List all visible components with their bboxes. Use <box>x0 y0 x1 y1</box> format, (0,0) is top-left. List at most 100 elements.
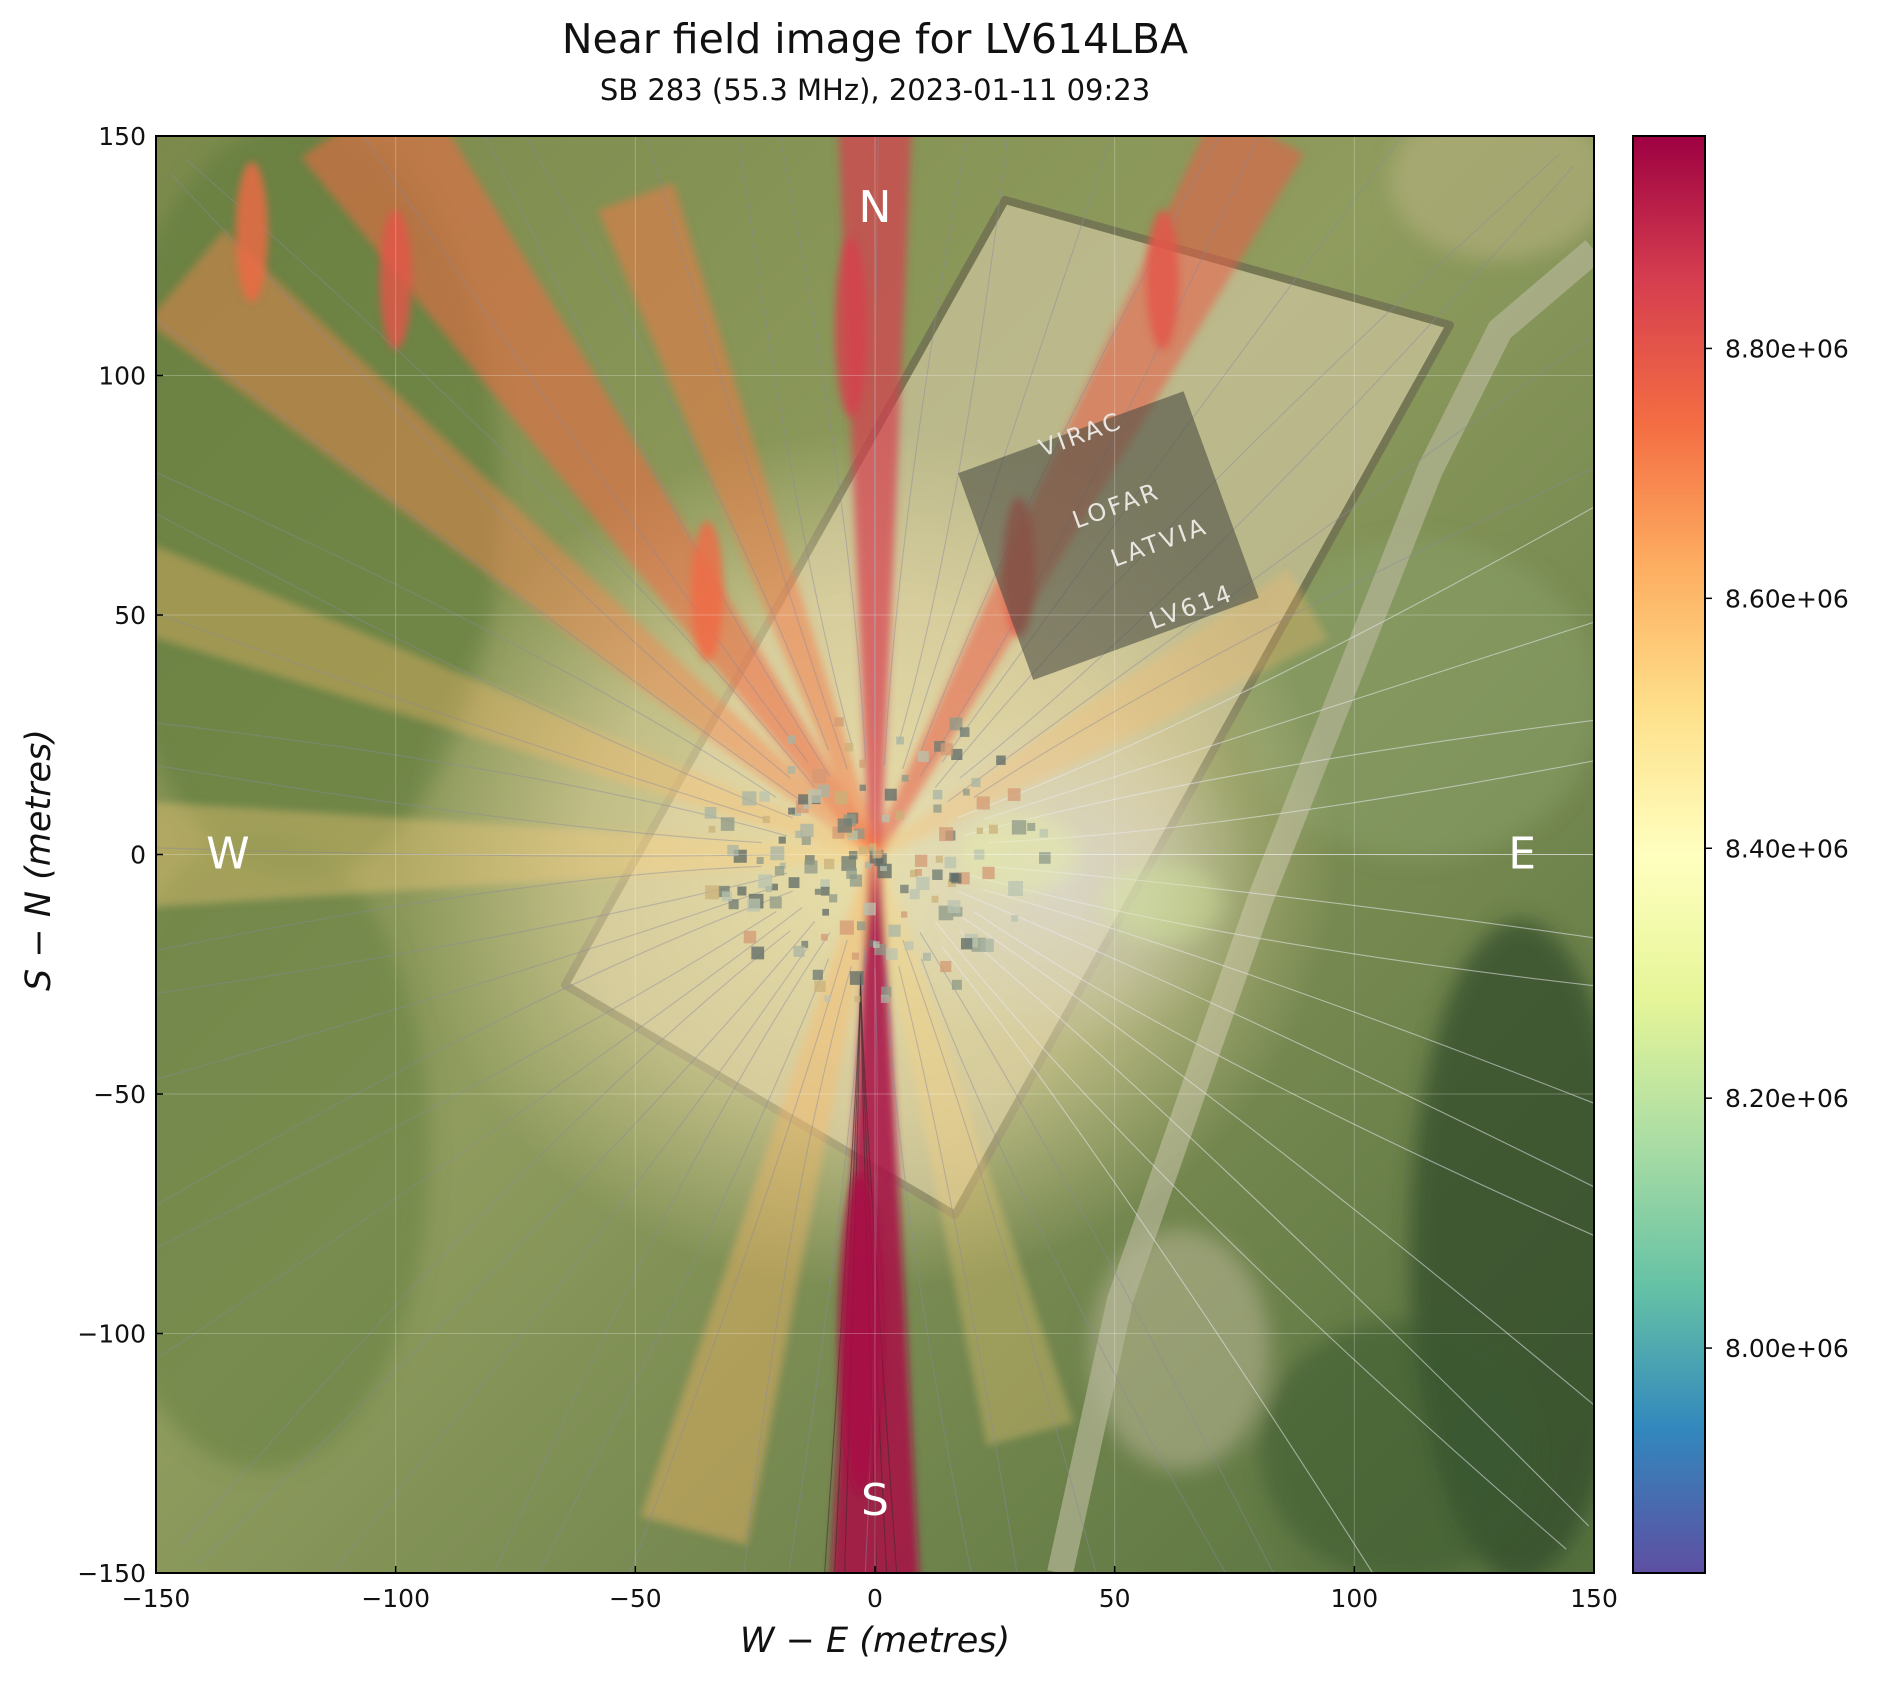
speckle-34 <box>779 862 786 869</box>
chart-subtitle: SB 283 (55.3 MHz), 2023-01-11 09:23 <box>600 73 1150 107</box>
speckle-37 <box>1011 915 1019 922</box>
speckle-36 <box>844 742 854 752</box>
contour-line-4 <box>957 506 1594 819</box>
speckle-112 <box>880 994 890 1003</box>
speckle-63 <box>996 755 1006 765</box>
speckle-143 <box>742 791 757 806</box>
speckle-38 <box>901 911 908 918</box>
contour-line-36 <box>156 906 803 1360</box>
y-tick-label-4: 50 <box>114 601 146 630</box>
speckle-41 <box>812 768 827 784</box>
speckle-30 <box>848 850 858 860</box>
x-axis: −150 −100 −50 0 50 100 150 <box>122 1566 1618 1613</box>
speckle-29 <box>720 817 735 831</box>
contour-line-34 <box>156 890 793 1206</box>
ground-text-panel <box>958 391 1259 681</box>
speckle-3 <box>854 828 865 839</box>
contour-line-37 <box>179 930 791 1546</box>
speckle-106 <box>839 920 854 935</box>
contour-line-55 <box>973 911 1594 1237</box>
heat-band-3 <box>301 136 880 858</box>
speckle-139 <box>837 818 852 833</box>
y-tick-label-0: −150 <box>77 1559 146 1588</box>
speckle-103 <box>765 885 772 893</box>
speckle-113 <box>807 789 822 803</box>
speckle-79 <box>874 943 886 956</box>
contour-line-51 <box>941 946 1374 1573</box>
compass-label-s: S <box>861 1475 889 1526</box>
speckle-13 <box>909 889 920 900</box>
contour-line-19 <box>525 136 830 751</box>
speckle-67 <box>976 796 990 810</box>
contour-line-2 <box>962 719 1594 837</box>
speckle-138 <box>959 727 970 737</box>
speckle-56 <box>805 855 815 865</box>
contour-line-13 <box>898 136 1009 744</box>
contour-line-56 <box>957 890 1594 1188</box>
colorbar-tick-label-1: 8.20e+06 <box>1725 1084 1849 1113</box>
contour-line-14 <box>883 136 968 766</box>
heat-band-8 <box>869 852 1074 1446</box>
speckle-70 <box>762 815 770 824</box>
x-tick-label-0: −150 <box>122 1584 191 1613</box>
speckle-8 <box>951 979 962 990</box>
contour-line-5 <box>973 467 1594 798</box>
speckle-120 <box>939 827 954 842</box>
x-axis-label: W − E (metres) <box>740 1621 1010 1661</box>
contour-line-22 <box>184 158 816 788</box>
speckle-68 <box>851 952 860 960</box>
speckle-140 <box>873 941 880 948</box>
speckle-85 <box>951 748 963 761</box>
grid-lines <box>156 136 1594 1573</box>
contour-line-31 <box>156 865 762 952</box>
contour-line-38 <box>197 921 816 1564</box>
colorbar <box>1632 135 1706 1574</box>
compass-label-e: E <box>1508 829 1536 880</box>
contour-line-53 <box>959 930 1590 1527</box>
speckle-136 <box>915 869 922 876</box>
contour-line-48 <box>902 939 1097 1573</box>
speckle-51 <box>976 827 983 834</box>
speckle-110 <box>846 868 857 879</box>
speckle-123 <box>1027 822 1036 831</box>
speckle-47 <box>770 846 785 861</box>
contour-line-15 <box>873 136 879 741</box>
contour-line-27 <box>156 612 767 820</box>
contour-line-54 <box>947 906 1594 1406</box>
speckle-93 <box>931 895 939 903</box>
speckle-42 <box>705 885 720 900</box>
speckle-71 <box>934 740 945 752</box>
contour-line-35 <box>156 911 777 1249</box>
contour-line-6 <box>947 334 1594 803</box>
speckle-78 <box>824 858 835 870</box>
contour-line-16 <box>779 136 867 766</box>
speckle-137 <box>821 933 828 941</box>
heat-band-7 <box>640 852 881 1545</box>
speckle-26 <box>914 854 928 867</box>
y-tick-label-5: 100 <box>98 362 146 391</box>
colorbar-tick-label-0: 8.00e+06 <box>1725 1334 1849 1363</box>
speckle-59 <box>820 879 830 889</box>
heat-band-5 <box>597 183 881 857</box>
speckle-1 <box>771 883 778 891</box>
speckle-23 <box>788 807 795 815</box>
colorbar-tick-label-2: 8.40e+06 <box>1725 834 1849 863</box>
speckle-119 <box>982 866 995 880</box>
speckle-81 <box>974 849 985 860</box>
y-tick-label-6: 150 <box>98 122 146 151</box>
contour-line-57 <box>983 889 1594 1104</box>
speckle-133 <box>829 894 838 903</box>
contour-line-52 <box>934 921 1567 1550</box>
speckle-72 <box>803 802 811 809</box>
speckle-124 <box>834 791 848 805</box>
speckle-65 <box>960 938 973 950</box>
speckle-97 <box>798 794 809 805</box>
heat-band-10 <box>872 569 1329 860</box>
station-speckle <box>704 717 1051 1003</box>
x-tick-label-3: 0 <box>867 1584 883 1613</box>
speckle-45 <box>841 856 857 871</box>
speckle-10 <box>822 908 830 916</box>
speckle-94 <box>812 969 823 980</box>
speckle-35 <box>737 886 747 896</box>
